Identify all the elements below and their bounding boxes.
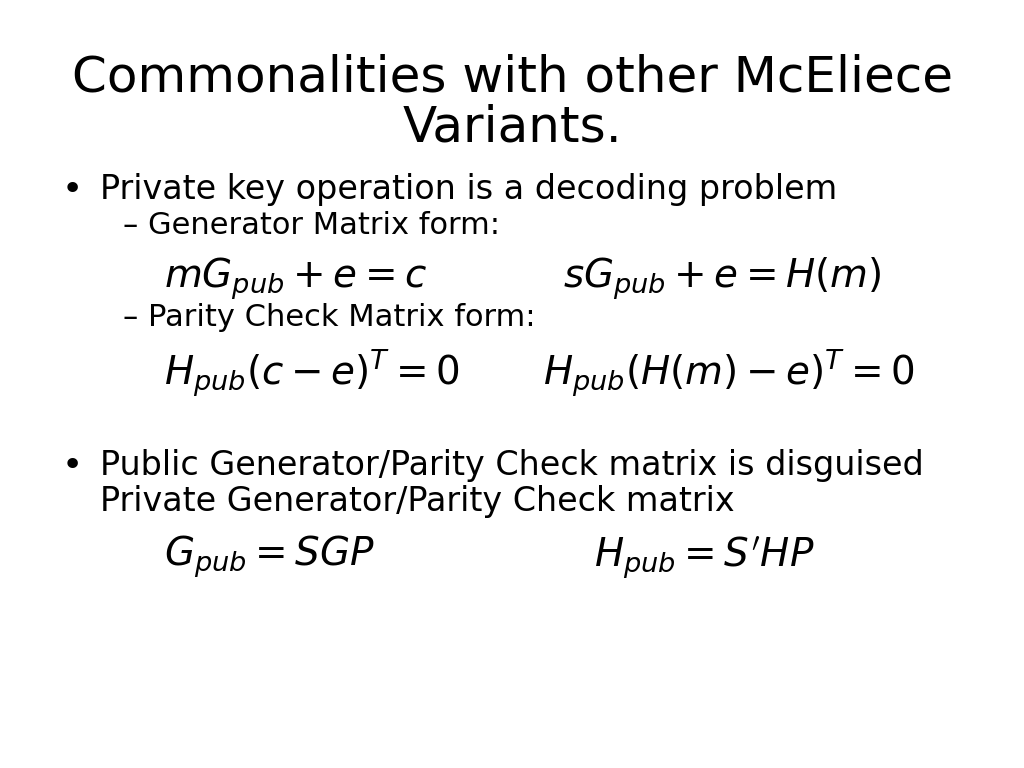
Text: – Generator Matrix form:: – Generator Matrix form: bbox=[123, 211, 500, 240]
Text: Variants.: Variants. bbox=[402, 104, 622, 152]
Text: •: • bbox=[61, 173, 83, 207]
Text: Private key operation is a decoding problem: Private key operation is a decoding prob… bbox=[100, 173, 838, 206]
Text: Public Generator/Parity Check matrix is disguised: Public Generator/Parity Check matrix is … bbox=[100, 449, 924, 482]
Text: $mG_{pub} + e = c$: $mG_{pub} + e = c$ bbox=[164, 255, 427, 302]
Text: $H_{pub}(c - e)^T = 0$: $H_{pub}(c - e)^T = 0$ bbox=[164, 347, 459, 399]
Text: $H_{pub} = S'HP$: $H_{pub} = S'HP$ bbox=[594, 534, 814, 581]
Text: $H_{pub}(H(m) - e)^T = 0$: $H_{pub}(H(m) - e)^T = 0$ bbox=[543, 347, 914, 399]
Text: •: • bbox=[61, 449, 83, 483]
Text: – Parity Check Matrix form:: – Parity Check Matrix form: bbox=[123, 303, 536, 333]
Text: Commonalities with other McEliece: Commonalities with other McEliece bbox=[72, 54, 952, 102]
Text: Private Generator/Parity Check matrix: Private Generator/Parity Check matrix bbox=[100, 485, 735, 518]
Text: $G_{pub} = SGP$: $G_{pub} = SGP$ bbox=[164, 534, 375, 581]
Text: $sG_{pub} + e = H(m)$: $sG_{pub} + e = H(m)$ bbox=[563, 255, 882, 302]
